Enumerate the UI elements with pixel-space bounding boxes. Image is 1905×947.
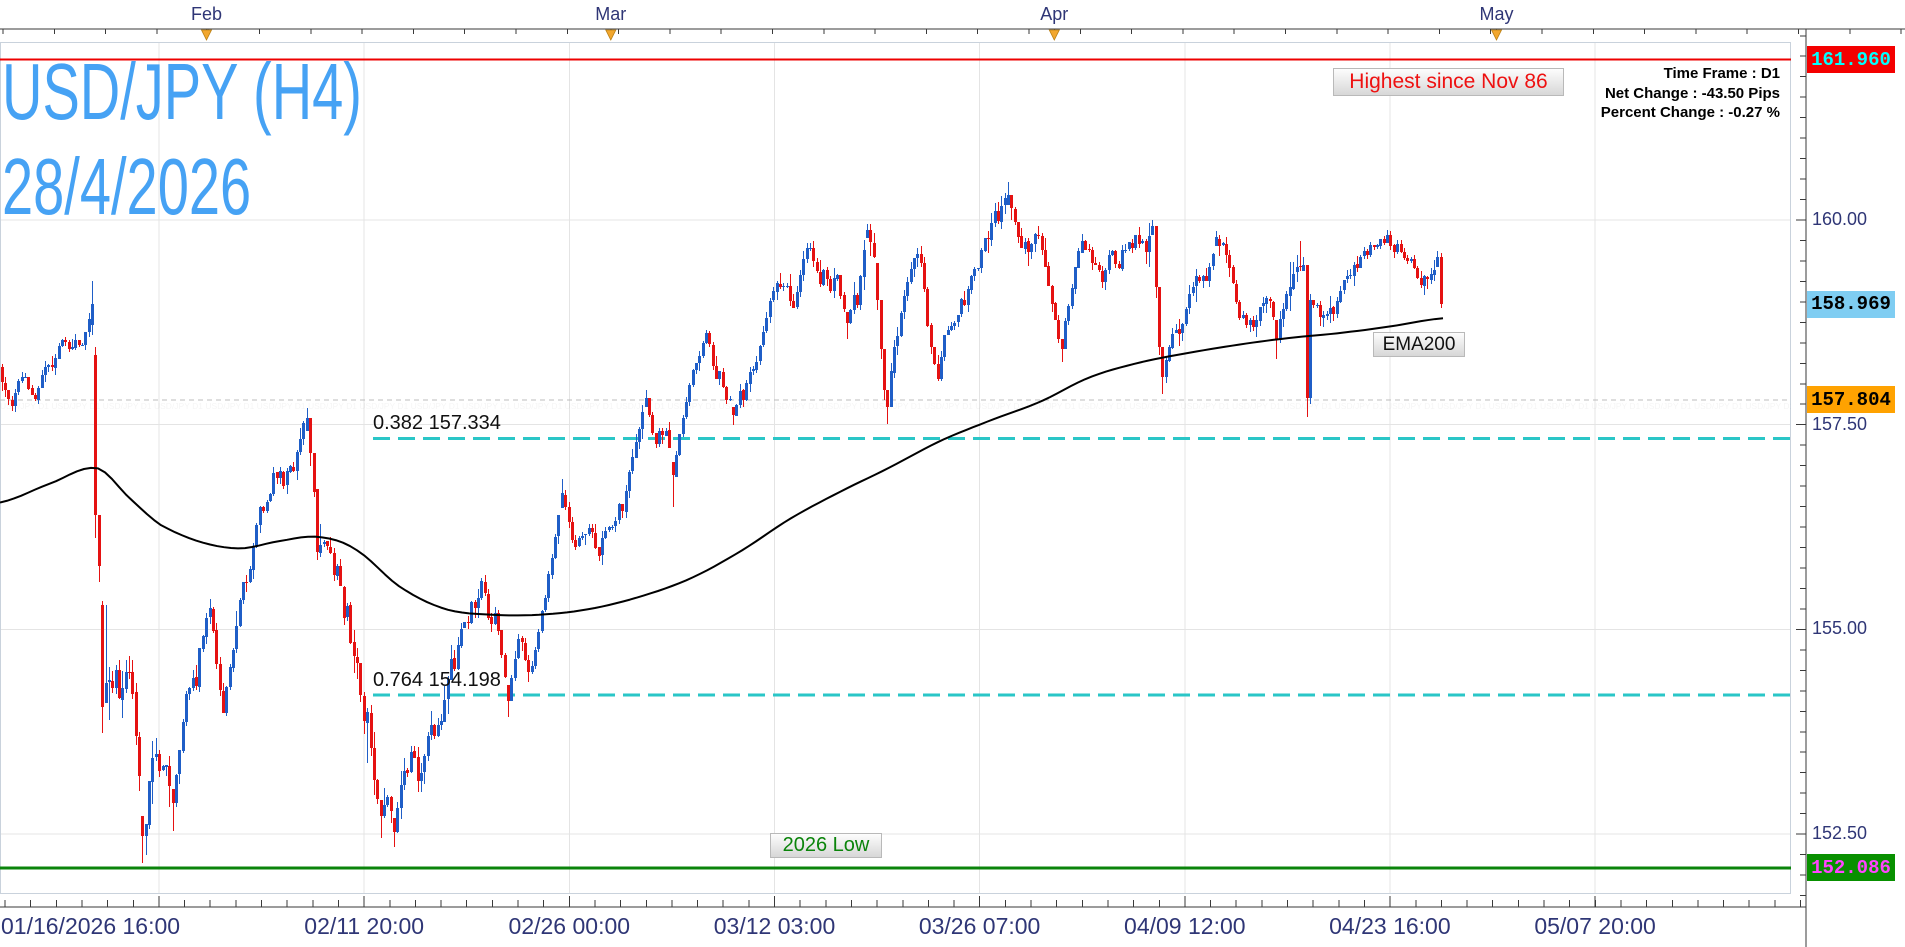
- month-label: May: [1479, 4, 1514, 24]
- date-tick-label: 02/11 20:00: [304, 913, 425, 939]
- info-percent-change: Percent Change : -0.27 %: [1600, 104, 1780, 121]
- low-2026-label-text: 2026 Low: [782, 834, 870, 856]
- month-label: Apr: [1040, 4, 1069, 24]
- month-marker-triangle: [200, 29, 213, 41]
- low-2026-label: 2026 Low: [770, 833, 882, 858]
- price-tick-label: 157.50: [1812, 413, 1868, 434]
- date-tick-label: 03/26 07:00: [918, 913, 1041, 939]
- chart-date-title: 28/4/2026: [2, 142, 252, 231]
- chart-symbol-title: USD/JPY (H4): [2, 47, 362, 136]
- highest-since-note: Highest since Nov 86: [1333, 68, 1564, 96]
- price-level-label: 158.969: [1807, 290, 1895, 318]
- ema200-line[interactable]: [0, 317, 1444, 617]
- date-tick-label: 02/26 00:00: [508, 913, 631, 939]
- up-candle-bodies[interactable]: [14, 195, 1439, 836]
- down-candle-bodies[interactable]: [1, 195, 1443, 836]
- date-tick-label: 05/07 20:00: [1534, 913, 1656, 939]
- chart-title-block: USD/JPY (H4) 28/4/2026: [2, 44, 362, 234]
- price-level-label: 161.960: [1807, 46, 1895, 73]
- month-marker-triangle: [605, 29, 617, 41]
- month-label: Mar: [595, 4, 627, 24]
- plot-border: [0, 42, 1791, 894]
- price-tick-label: 155.00: [1812, 618, 1868, 639]
- date-tick-label: 03/12 03:00: [713, 913, 836, 939]
- ema200-label-text: EMA200: [1382, 334, 1456, 355]
- fib-0764-label: 0.764 154.198: [373, 669, 501, 691]
- up-candle-wicks[interactable]: [15, 182, 1438, 855]
- month-marker-triangle: [1490, 29, 1503, 41]
- date-tick-label: 04/09 12:00: [1124, 913, 1246, 939]
- price-tick-label: 160.00: [1812, 209, 1868, 229]
- month-marker-triangle: [1048, 29, 1060, 41]
- ema200-label: EMA200: [1373, 332, 1465, 357]
- date-tick-label: 04/23 16:00: [1329, 913, 1451, 939]
- highest-since-note-text: Highest since Nov 86: [1349, 70, 1548, 93]
- price-tick-label: 152.50: [1812, 823, 1868, 844]
- price-level-label: 157.804: [1807, 386, 1895, 414]
- info-time-frame: Time Frame : D1: [1663, 65, 1780, 82]
- price-level-label: 152.086: [1807, 854, 1895, 882]
- info-net-change: Net Change : -43.50 Pips: [1604, 84, 1780, 102]
- date-tick-label: 01/16/2026 16:00: [1, 913, 181, 939]
- month-label: Feb: [190, 4, 223, 24]
- down-candle-wicks[interactable]: [2, 195, 1442, 863]
- info-box: Time Frame : D1 Net Change : -43.50 Pips…: [1601, 64, 1780, 123]
- watermark-strip: USD/JPY D1 USD/JPY D1 USD/JPY D1 USD/JPY…: [0, 401, 1791, 412]
- fib-0382-label: 0.382 157.334: [373, 412, 501, 434]
